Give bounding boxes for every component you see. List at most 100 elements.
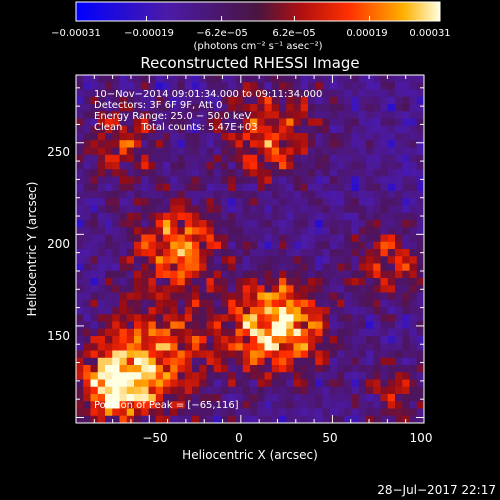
heatmap-cell <box>373 118 382 127</box>
heatmap-cell <box>300 104 309 112</box>
heatmap-cell <box>286 328 295 337</box>
heatmap-cell <box>105 241 113 250</box>
heatmap-cell <box>358 111 367 120</box>
heatmap-cell <box>184 162 193 170</box>
heatmap-cell <box>271 299 280 308</box>
heatmap-cell <box>351 379 360 388</box>
heatmap-cell <box>387 270 396 279</box>
heatmap-cell <box>134 125 142 134</box>
heatmap-cell <box>264 357 273 366</box>
heatmap-cell <box>221 365 229 373</box>
heatmap-cell <box>170 162 179 170</box>
heatmap-cell <box>76 299 84 308</box>
heatmap-cell <box>286 227 295 236</box>
heatmap-cell <box>264 220 273 228</box>
heatmap-cell <box>148 292 157 301</box>
heatmap-cell <box>155 75 164 83</box>
heatmap-cell <box>177 336 186 344</box>
heatmap-cell <box>184 169 193 178</box>
heatmap-cell <box>184 133 193 141</box>
heatmap-cell <box>119 357 128 366</box>
heatmap-cell <box>308 314 316 323</box>
heatmap-cell <box>170 191 179 199</box>
heatmap-cell <box>76 154 84 163</box>
heatmap-cell <box>351 386 360 395</box>
heatmap-cell <box>387 278 396 286</box>
heatmap-cell <box>409 278 418 286</box>
heatmap-cell <box>300 321 309 330</box>
heatmap-cell <box>112 307 121 315</box>
heatmap-cell <box>315 386 324 395</box>
heatmap-cell <box>90 82 99 91</box>
heatmap-cell <box>148 183 157 192</box>
heatmap-cell <box>279 401 287 410</box>
heatmap-cell <box>329 133 338 141</box>
heatmap-cell <box>308 401 316 410</box>
heatmap-cell <box>148 169 157 178</box>
heatmap-cell <box>105 336 113 344</box>
heatmap-cell <box>126 343 135 352</box>
heatmap-cell <box>271 96 280 105</box>
heatmap-cell <box>308 205 316 214</box>
heatmap-cell <box>228 169 237 178</box>
heatmap-cell <box>366 372 374 381</box>
heatmap-cell <box>90 176 99 185</box>
heatmap-cell <box>242 198 251 207</box>
heatmap-cell <box>315 321 324 330</box>
heatmap-cell <box>380 292 389 301</box>
heatmap-cell <box>192 227 200 236</box>
heatmap-cell <box>395 379 403 388</box>
heatmap-cell <box>315 154 324 163</box>
heatmap-cell <box>242 176 251 185</box>
heatmap-cell <box>97 104 106 112</box>
heatmap-cell <box>322 104 331 112</box>
heatmap-cell <box>351 278 360 286</box>
heatmap-cell <box>395 234 403 243</box>
heatmap-cell <box>213 285 222 294</box>
heatmap-cell <box>83 249 92 257</box>
heatmap-cell <box>105 249 113 257</box>
heatmap-cell <box>308 249 316 257</box>
heatmap-cell <box>286 191 295 199</box>
heatmap-cell <box>90 394 99 402</box>
heatmap-cell <box>366 314 374 323</box>
heatmap-cell <box>322 176 331 185</box>
heatmap-cell <box>235 205 244 214</box>
heatmap-cell <box>170 125 179 134</box>
heatmap-cell <box>271 220 280 228</box>
heatmap-cell <box>402 169 411 178</box>
heatmap-cell <box>235 278 244 286</box>
heatmap-cell <box>380 220 389 228</box>
heatmap-cell <box>250 82 258 91</box>
heatmap-cell <box>366 292 374 301</box>
heatmap-cell <box>141 220 150 228</box>
heatmap-cell <box>257 111 266 120</box>
heatmap-cell <box>184 408 193 417</box>
heatmap-cell <box>228 111 237 120</box>
heatmap-cell <box>322 75 331 83</box>
heatmap-cell <box>148 408 157 417</box>
heatmap-cell <box>279 285 287 294</box>
heatmap-cell <box>416 227 424 236</box>
heatmap-cell <box>300 249 309 257</box>
heatmap-cell <box>409 234 418 243</box>
heatmap-cell <box>257 285 266 294</box>
heatmap-cell <box>213 212 222 221</box>
heatmap-cell <box>206 133 215 141</box>
heatmap-cell <box>409 111 418 120</box>
heatmap-cell <box>293 343 302 352</box>
heatmap-cell <box>235 111 244 120</box>
heatmap-cell <box>177 350 186 359</box>
heatmap-cell <box>170 241 179 250</box>
heatmap-cell <box>76 394 84 402</box>
heatmap-cell <box>387 104 396 112</box>
heatmap-cell <box>416 154 424 163</box>
heatmap-cell <box>358 118 367 127</box>
heatmap-cell <box>155 321 164 330</box>
heatmap-cell <box>177 198 186 207</box>
heatmap-cell <box>76 386 84 395</box>
heatmap-cell <box>163 176 171 185</box>
heatmap-cell <box>286 357 295 366</box>
heatmap-cell <box>163 365 171 373</box>
heatmap-cell <box>250 241 258 250</box>
